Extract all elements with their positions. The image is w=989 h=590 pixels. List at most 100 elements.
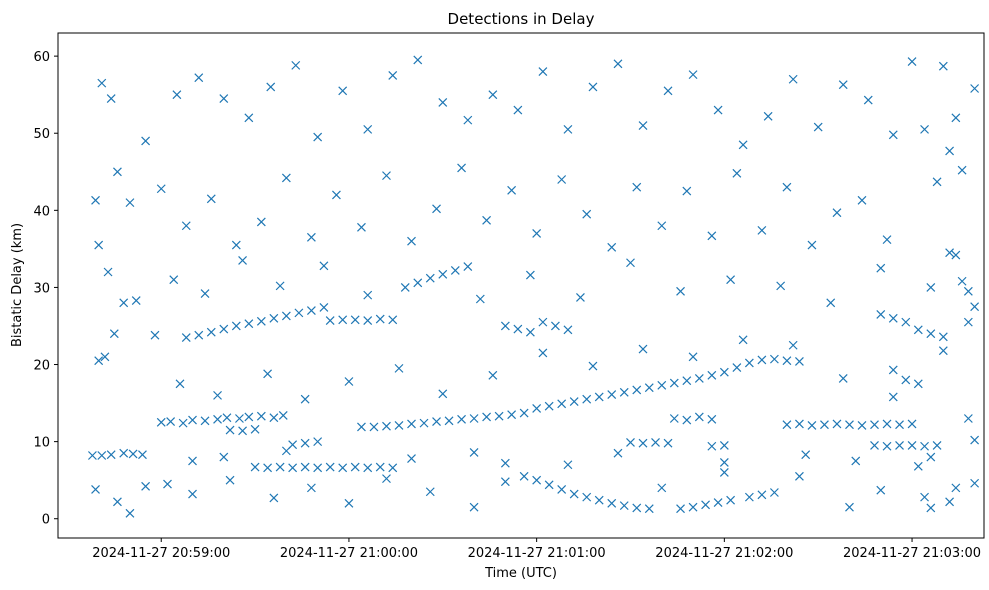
y-axis: 0 10 20 30 40 50 60 bbox=[33, 50, 58, 528]
y-tick-label: 30 bbox=[33, 281, 50, 296]
data-point bbox=[970, 84, 980, 93]
data-point bbox=[882, 235, 892, 245]
data-point bbox=[363, 124, 373, 134]
data-point bbox=[141, 136, 151, 146]
data-point bbox=[619, 501, 629, 511]
data-point bbox=[306, 306, 316, 315]
data-point bbox=[569, 397, 579, 406]
data-point bbox=[94, 240, 104, 250]
data-point bbox=[544, 480, 554, 490]
data-point bbox=[657, 380, 667, 390]
data-point bbox=[319, 303, 329, 312]
data-point bbox=[757, 490, 767, 500]
data-point bbox=[87, 451, 97, 460]
data-point bbox=[281, 311, 291, 321]
data-point bbox=[744, 358, 754, 368]
data-point bbox=[820, 420, 829, 430]
data-point bbox=[200, 416, 210, 426]
data-point bbox=[469, 502, 479, 512]
data-point bbox=[188, 489, 197, 499]
data-point bbox=[538, 67, 548, 76]
data-point bbox=[500, 321, 510, 331]
data-point bbox=[726, 495, 736, 505]
data-point bbox=[644, 383, 654, 393]
data-point bbox=[851, 456, 861, 466]
data-point bbox=[500, 458, 510, 468]
data-point bbox=[563, 325, 573, 335]
data-point bbox=[200, 289, 210, 299]
data-point bbox=[163, 479, 172, 489]
data-point bbox=[857, 195, 867, 205]
data-point bbox=[313, 132, 323, 142]
data-point bbox=[669, 378, 679, 388]
data-point bbox=[294, 308, 304, 318]
data-point bbox=[582, 394, 592, 404]
data-point bbox=[375, 462, 385, 472]
y-tick-label: 0 bbox=[42, 513, 50, 528]
data-point bbox=[213, 414, 222, 424]
data-point bbox=[926, 503, 936, 513]
data-point bbox=[538, 317, 548, 327]
data-point bbox=[482, 215, 492, 225]
data-point bbox=[970, 302, 980, 312]
y-tick-label: 60 bbox=[33, 50, 50, 65]
data-point bbox=[156, 184, 166, 194]
data-point bbox=[638, 438, 648, 448]
data-point bbox=[338, 463, 348, 473]
data-point bbox=[632, 385, 642, 395]
data-point bbox=[776, 281, 786, 291]
data-point bbox=[288, 463, 298, 473]
data-point bbox=[688, 502, 698, 512]
y-tick-label: 10 bbox=[33, 436, 50, 451]
x-tick-label: 2024-11-27 21:02:00 bbox=[655, 546, 793, 561]
data-point bbox=[419, 418, 429, 428]
data-point bbox=[788, 340, 798, 350]
data-point bbox=[206, 194, 216, 204]
data-point bbox=[920, 441, 929, 451]
data-point bbox=[119, 298, 129, 308]
data-point bbox=[945, 248, 955, 258]
data-point bbox=[876, 309, 886, 319]
data-point bbox=[807, 421, 817, 430]
data-point bbox=[832, 419, 842, 429]
data-point bbox=[438, 97, 448, 107]
data-point bbox=[388, 315, 398, 325]
data-point bbox=[382, 474, 391, 484]
data-point bbox=[525, 270, 535, 280]
data-point bbox=[100, 352, 110, 362]
data-point bbox=[91, 485, 100, 494]
data-point bbox=[963, 286, 973, 296]
data-point bbox=[206, 327, 216, 337]
data-point bbox=[178, 418, 188, 428]
data-point bbox=[901, 375, 911, 385]
data-point bbox=[607, 498, 617, 508]
data-point bbox=[701, 500, 710, 510]
data-point bbox=[763, 111, 773, 121]
data-point bbox=[250, 424, 260, 434]
data-point bbox=[632, 182, 642, 192]
data-point bbox=[870, 441, 879, 450]
data-point bbox=[407, 454, 416, 464]
y-tick-label: 20 bbox=[33, 359, 50, 374]
data-point bbox=[338, 315, 348, 325]
data-point bbox=[845, 502, 854, 512]
data-point bbox=[876, 263, 886, 273]
data-point bbox=[707, 441, 717, 451]
data-point bbox=[938, 332, 948, 342]
data-point bbox=[169, 275, 179, 285]
data-point bbox=[219, 94, 229, 103]
data-point bbox=[97, 78, 107, 88]
data-point bbox=[951, 113, 961, 123]
data-point bbox=[782, 420, 792, 430]
data-point bbox=[313, 437, 323, 447]
data-point bbox=[563, 460, 573, 470]
data-point bbox=[901, 317, 911, 327]
data-point bbox=[888, 313, 898, 323]
data-point bbox=[726, 275, 736, 285]
data-point bbox=[269, 493, 279, 503]
data-point bbox=[281, 446, 291, 456]
data-point bbox=[519, 408, 529, 418]
data-point bbox=[888, 365, 898, 375]
